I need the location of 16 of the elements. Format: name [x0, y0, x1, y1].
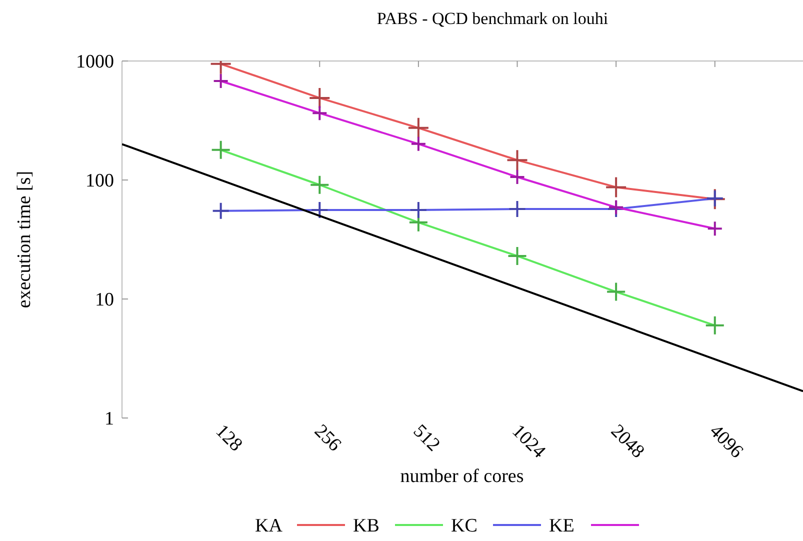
- x-tick-label: 128: [211, 420, 246, 456]
- y-tick-label: 1: [104, 408, 114, 430]
- x-tick-label: 512: [408, 420, 444, 456]
- x-tick-label: 4096: [705, 420, 748, 462]
- legend-label: KA: [255, 516, 283, 537]
- legend-label: KE: [549, 516, 574, 537]
- x-axis-title: number of cores: [400, 466, 524, 487]
- y-axis-title: execution time [s]: [14, 170, 35, 308]
- y-tick-label: 100: [86, 170, 114, 192]
- y-tick-label: 10: [95, 290, 114, 311]
- legend-label: KB: [353, 516, 380, 537]
- legend-label: KC: [451, 516, 478, 537]
- y-tick-label: 1000: [76, 52, 114, 73]
- x-tick-label: 1024: [508, 420, 550, 463]
- chart-title: PABS - QCD benchmark on louhi: [376, 9, 608, 28]
- x-tick-label: 256: [310, 420, 346, 456]
